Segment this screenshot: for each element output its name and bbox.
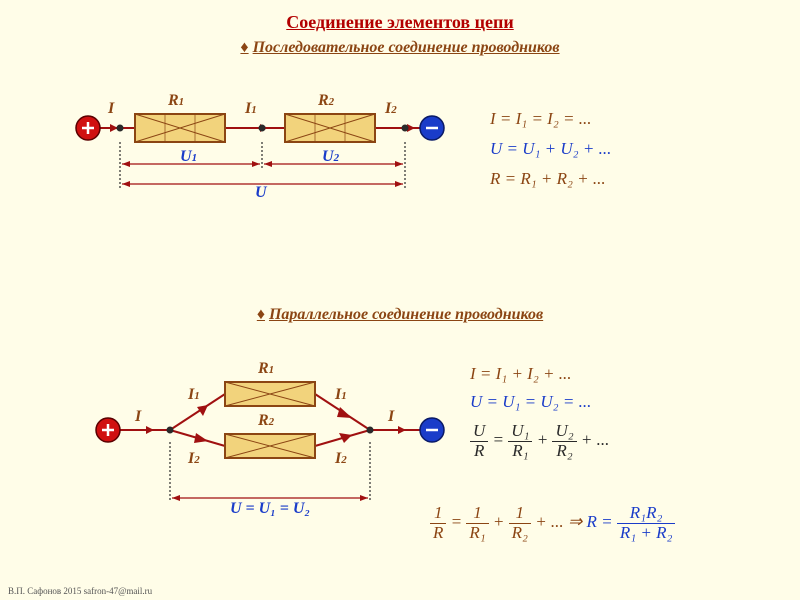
- parallel-subtitle: ♦Параллельное соединение проводников: [0, 306, 800, 324]
- label-R2: R2: [318, 92, 334, 110]
- series-subtitle-text: Последовательное соединение проводников: [253, 39, 560, 56]
- parallel-equations: I = I₁ + I₂ + ... U = U₁ = U₂ = ... UR =…: [470, 360, 609, 464]
- p-label-I2-left: I2: [188, 450, 200, 468]
- parallel-eq-I: I = I₁ + I₂ + ...: [470, 364, 609, 384]
- label-I: I: [108, 100, 114, 118]
- label-U: U: [255, 184, 267, 202]
- p-label-R2: R2: [258, 412, 274, 430]
- diamond-icon: ♦: [240, 39, 248, 56]
- p-label-R1: R1: [258, 360, 274, 378]
- label-U1: U1: [180, 148, 197, 166]
- series-eq-I: I = I₁ = I₂ = ...: [490, 109, 611, 129]
- parallel-eq-1R: 1R = 1R₁ + 1R₂ + ... ⇒ R = R₁R₂R₁ + R₂: [430, 500, 675, 546]
- p-label-U-eq: U = U₁ = U₂: [230, 500, 310, 518]
- series-subtitle: ♦ Последовательное соединение проводников: [0, 39, 800, 57]
- p-label-I2-right: I2: [335, 450, 347, 468]
- p-label-I1-left: I1: [188, 386, 200, 404]
- label-R1: R1: [168, 92, 184, 110]
- series-equations: I = I₁ = I₂ = ... U = U₁ + U₂ + ... R = …: [490, 105, 611, 193]
- footer-credit: В.П. Сафонов 2015 safron-47@mail.ru: [8, 586, 152, 596]
- diamond-icon-2: ♦: [257, 306, 265, 323]
- p-label-I-left: I: [135, 408, 141, 426]
- label-I1: I1: [245, 100, 257, 118]
- page-title: Соединение элементов цепи: [0, 0, 800, 33]
- parallel-diagram: I I1 I2 R1 R2 I1 I2 I U = U₁ = U₂: [90, 360, 450, 540]
- parallel-eq-U: U = U₁ = U₂ = ...: [470, 392, 609, 412]
- label-U2: U2: [322, 148, 339, 166]
- p-label-I-right: I: [388, 408, 394, 426]
- parallel-subtitle-text: Параллельное соединение проводников: [269, 306, 543, 323]
- series-diagram: I R1 I1 R2 I2 U1 U2 U: [70, 90, 450, 210]
- p-label-I1-right: I1: [335, 386, 347, 404]
- series-eq-U: U = U₁ + U₂ + ...: [490, 139, 611, 159]
- series-eq-R: R = R₁ + R₂ + ...: [490, 169, 611, 189]
- parallel-eq-UR: UR = U₁R₁ + U₂R₂ + ...: [470, 422, 609, 460]
- label-I2: I2: [385, 100, 397, 118]
